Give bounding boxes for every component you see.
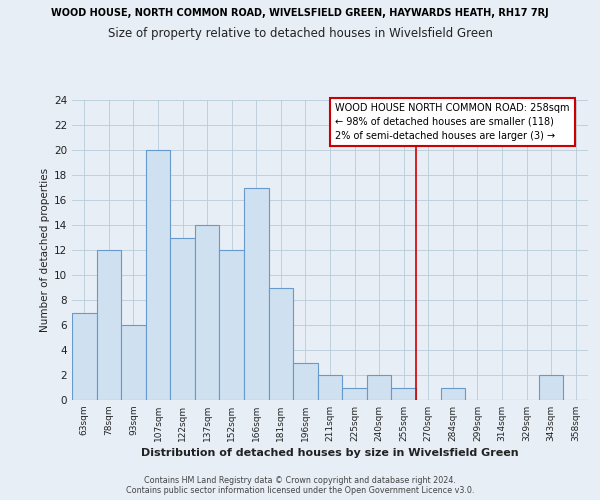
Bar — [318, 375, 342, 400]
Bar — [195, 225, 220, 400]
X-axis label: Distribution of detached houses by size in Wivelsfield Green: Distribution of detached houses by size … — [141, 448, 519, 458]
Bar — [391, 388, 416, 400]
Text: Contains HM Land Registry data © Crown copyright and database right 2024.
Contai: Contains HM Land Registry data © Crown c… — [126, 476, 474, 495]
Y-axis label: Number of detached properties: Number of detached properties — [40, 168, 50, 332]
Bar — [269, 288, 293, 400]
Bar — [121, 325, 146, 400]
Bar — [170, 238, 195, 400]
Bar — [220, 250, 244, 400]
Text: WOOD HOUSE NORTH COMMON ROAD: 258sqm
← 98% of detached houses are smaller (118)
: WOOD HOUSE NORTH COMMON ROAD: 258sqm ← 9… — [335, 103, 569, 141]
Text: Size of property relative to detached houses in Wivelsfield Green: Size of property relative to detached ho… — [107, 28, 493, 40]
Bar — [539, 375, 563, 400]
Bar — [342, 388, 367, 400]
Bar — [97, 250, 121, 400]
Text: WOOD HOUSE, NORTH COMMON ROAD, WIVELSFIELD GREEN, HAYWARDS HEATH, RH17 7RJ: WOOD HOUSE, NORTH COMMON ROAD, WIVELSFIE… — [51, 8, 549, 18]
Bar — [244, 188, 269, 400]
Bar — [367, 375, 391, 400]
Bar — [293, 362, 318, 400]
Bar — [72, 312, 97, 400]
Bar — [440, 388, 465, 400]
Bar — [146, 150, 170, 400]
